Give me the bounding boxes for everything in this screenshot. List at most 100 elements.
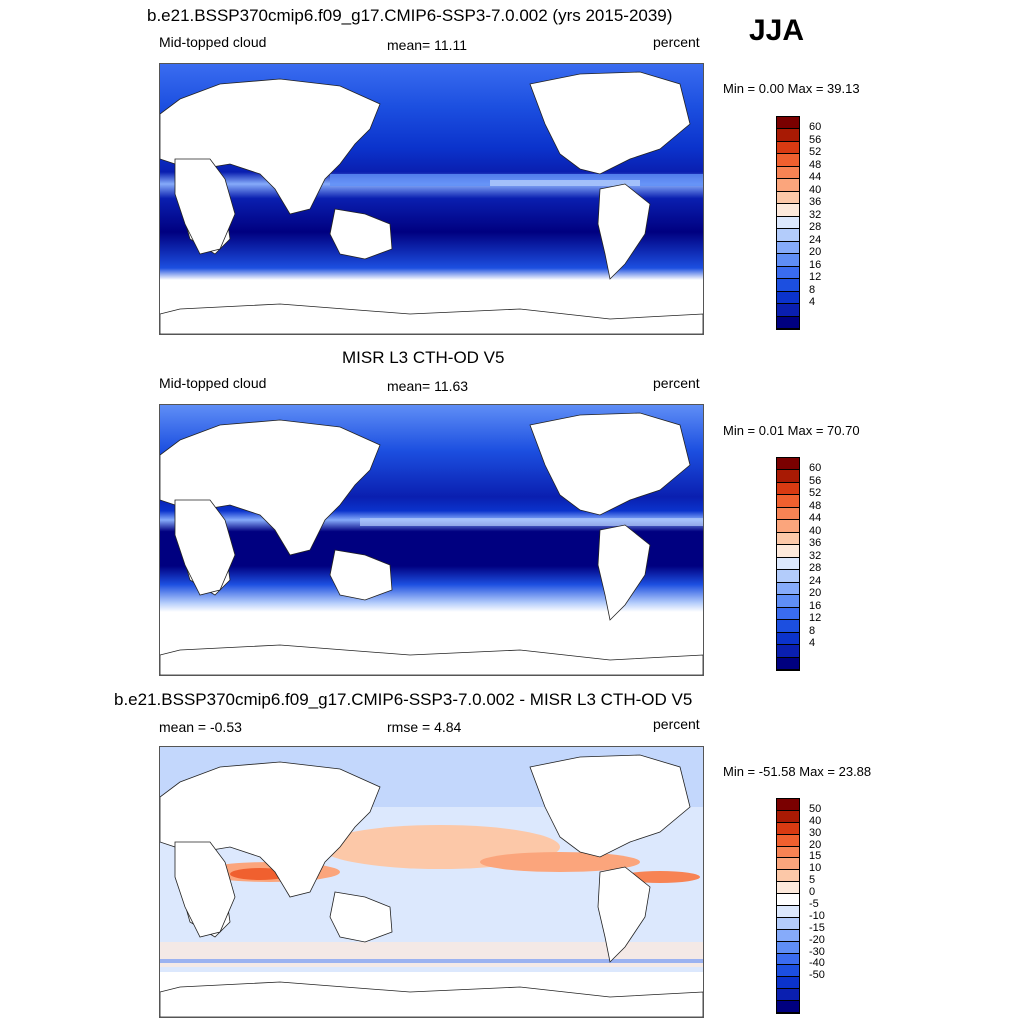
colorbar-segment (777, 241, 799, 255)
colorbar-tick-label: 36 (809, 537, 822, 550)
colorbar-tick-label: 15 (809, 850, 822, 863)
colorbar-tick-label: 20 (809, 246, 822, 259)
colorbar-tick-label: 4 (809, 637, 816, 650)
panel2-colorbar (776, 457, 800, 671)
colorbar-tick-label: 10 (809, 862, 822, 875)
colorbar-segment (777, 117, 799, 130)
colorbar-segment (777, 532, 799, 546)
colorbar-segment (777, 858, 799, 871)
colorbar-segment (777, 216, 799, 230)
panel1-left-label: Mid-topped cloud (159, 34, 267, 50)
colorbar-segment (777, 570, 799, 583)
colorbar-tick-label: 48 (809, 499, 822, 512)
colorbar-segment (777, 620, 799, 633)
panel2-mean-label: mean= 11.63 (387, 378, 469, 394)
colorbar-segment (777, 141, 799, 155)
colorbar-segment (777, 470, 799, 483)
colorbar-segment (777, 953, 799, 966)
colorbar-tick-label: -50 (809, 969, 825, 982)
colorbar-segment (777, 822, 799, 835)
colorbar-segment (777, 965, 799, 978)
colorbar-tick-label: 48 (809, 158, 822, 171)
colorbar-segment (777, 482, 799, 496)
colorbar-segment (777, 977, 799, 990)
colorbar-tick-label: 4 (809, 296, 816, 309)
colorbar-segment (777, 154, 799, 167)
panel2-units-label: percent (653, 375, 700, 391)
colorbar-segment (777, 229, 799, 242)
colorbar-segment (777, 1001, 799, 1013)
colorbar-segment (777, 894, 799, 906)
colorbar-tick-label: -30 (809, 945, 825, 958)
panel3-units-label: percent (653, 716, 700, 732)
panel2-title: MISR L3 CTH-OD V5 (342, 348, 505, 367)
colorbar-segment (777, 507, 799, 521)
colorbar-segment (777, 582, 799, 596)
colorbar-tick-label: 8 (809, 624, 816, 637)
colorbar-segment (777, 834, 799, 847)
panel3-minmax: Min = -51.58 Max = 23.88 (723, 764, 872, 779)
colorbar-segment (777, 279, 799, 292)
colorbar-tick-label: 44 (809, 512, 822, 525)
panel3-rmse-label: rmse = 4.84 (387, 719, 462, 735)
colorbar-segment (777, 941, 799, 954)
colorbar-segment (777, 316, 799, 329)
colorbar-tick-label: 28 (809, 562, 822, 575)
colorbar-tick-label: 60 (809, 121, 822, 134)
panel3-map (159, 746, 704, 1018)
colorbar-tick-label: -10 (809, 909, 825, 922)
colorbar-segment (777, 129, 799, 142)
colorbar-tick-label: 30 (809, 826, 822, 839)
colorbar-tick-label: -20 (809, 933, 825, 946)
colorbar-segment (777, 545, 799, 558)
colorbar-segment (777, 989, 799, 1002)
colorbar-segment (777, 870, 799, 883)
colorbar-segment (777, 291, 799, 305)
colorbar-tick-label: 5 (809, 874, 816, 887)
panel2-left-label: Mid-topped cloud (159, 375, 267, 391)
colorbar-tick-label: 24 (809, 233, 822, 246)
colorbar-segment (777, 607, 799, 621)
panel1-map (159, 63, 704, 335)
colorbar-tick-label: 52 (809, 146, 822, 159)
colorbar-tick-label: 40 (809, 524, 822, 537)
colorbar-segment (777, 882, 799, 895)
colorbar-segment (777, 846, 799, 859)
colorbar-tick-label: 16 (809, 258, 822, 271)
panel3-title: b.e21.BSSP370cmip6.f09_g17.CMIP6-SSP3-7.… (114, 690, 693, 709)
colorbar-segment (777, 458, 799, 471)
colorbar-tick-label: -40 (809, 957, 825, 970)
panel1-title: b.e21.BSSP370cmip6.f09_g17.CMIP6-SSP3-7.… (147, 6, 673, 25)
colorbar-tick-label: 32 (809, 208, 822, 221)
colorbar-tick-label: 8 (809, 283, 816, 296)
colorbar-segment (777, 191, 799, 205)
colorbar-segment (777, 520, 799, 533)
panel1-minmax: Min = 0.00 Max = 39.13 (723, 81, 860, 96)
colorbar-segment (777, 657, 799, 670)
colorbar-tick-label: 40 (809, 814, 822, 827)
colorbar-tick-label: -15 (809, 921, 825, 934)
colorbar-segment (777, 254, 799, 267)
panel2-minmax: Min = 0.01 Max = 70.70 (723, 423, 860, 438)
colorbar-segment (777, 929, 799, 942)
colorbar-tick-label: 20 (809, 838, 822, 851)
colorbar-tick-label: 12 (809, 612, 822, 625)
colorbar-segment (777, 266, 799, 280)
colorbar-tick-label: 20 (809, 587, 822, 600)
panel1-colorbar (776, 116, 800, 330)
colorbar-segment (777, 799, 799, 811)
colorbar-segment (777, 304, 799, 317)
colorbar-segment (777, 645, 799, 658)
colorbar-segment (777, 906, 799, 918)
colorbar-segment (777, 179, 799, 192)
panel3-mean-label: mean = -0.53 (159, 719, 242, 735)
colorbar-tick-label: 40 (809, 183, 822, 196)
colorbar-tick-label: 36 (809, 196, 822, 209)
colorbar-tick-label: -5 (809, 898, 819, 910)
colorbar-segment (777, 632, 799, 646)
colorbar-tick-label: 52 (809, 487, 822, 500)
colorbar-segment (777, 595, 799, 608)
colorbar-tick-label: 32 (809, 549, 822, 562)
colorbar-segment (777, 495, 799, 508)
panel2-map (159, 404, 704, 676)
